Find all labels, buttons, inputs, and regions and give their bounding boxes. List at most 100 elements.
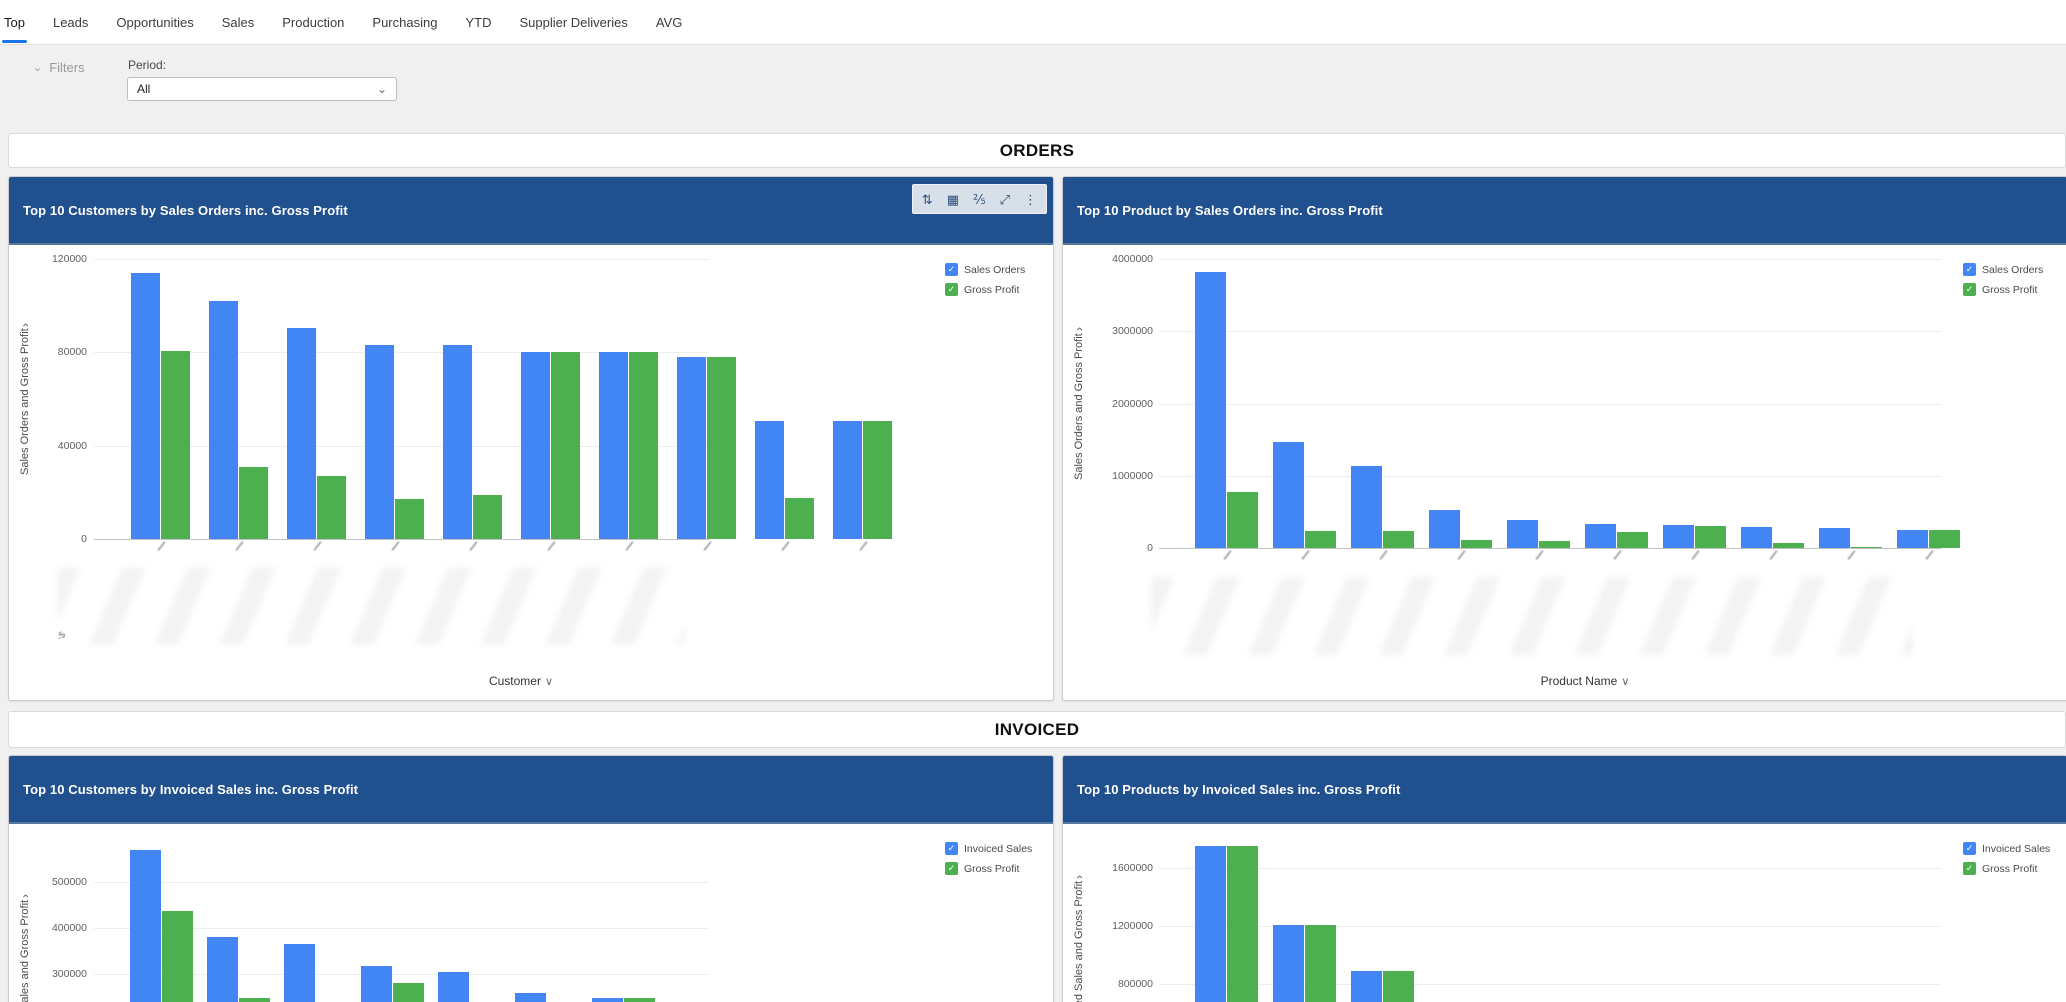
bar-sales-orders[interactable]: [1897, 529, 1928, 548]
legend-item-gross-profit[interactable]: ✓ Gross Profit: [945, 862, 1032, 875]
bar-sales-orders[interactable]: [1195, 271, 1226, 548]
bar-gross-profit[interactable]: [1383, 531, 1414, 548]
checkbox-checked-icon[interactable]: ✓: [945, 283, 958, 296]
checkbox-checked-icon[interactable]: ✓: [1963, 263, 1976, 276]
bar-gross-profit[interactable]: [629, 352, 658, 539]
checkbox-checked-icon[interactable]: ✓: [1963, 842, 1976, 855]
bar-gross-profit[interactable]: [162, 911, 193, 1002]
bar-invoiced-sales[interactable]: [438, 972, 469, 1002]
period-select[interactable]: All ⌄: [127, 77, 397, 101]
bar-gross-profit[interactable]: [239, 466, 268, 539]
bar-invoiced-sales[interactable]: [1351, 971, 1382, 1002]
bar-gross-profit[interactable]: [393, 983, 424, 1002]
checkbox-checked-icon[interactable]: ✓: [1963, 283, 1976, 296]
bar-gross-profit[interactable]: [1851, 546, 1882, 548]
legend-item-invoiced-sales[interactable]: ✓ Invoiced Sales: [945, 842, 1032, 855]
tab-leads[interactable]: Leads: [52, 14, 89, 30]
bar-invoiced-sales[interactable]: [592, 998, 623, 1002]
legend-item-gross-profit[interactable]: ✓ Gross Profit: [1963, 283, 2043, 296]
more-options-icon[interactable]: ⋮: [1024, 191, 1037, 207]
bar-gross-profit[interactable]: [1305, 531, 1336, 548]
tab-supplier-deliveries[interactable]: Supplier Deliveries: [519, 14, 628, 30]
bar-gross-profit[interactable]: [707, 357, 736, 539]
chevron-icon[interactable]: ›: [18, 322, 32, 327]
tab-production[interactable]: Production: [282, 14, 345, 30]
y-tick-label: 3000000: [1112, 325, 1153, 338]
bar-invoiced-sales[interactable]: [1195, 846, 1226, 1002]
bar-invoiced-sales[interactable]: [207, 937, 238, 1002]
bar-gross-profit[interactable]: [161, 351, 190, 539]
bar-gross-profit[interactable]: [239, 998, 270, 1002]
legend-item-sales-orders[interactable]: ✓ Sales Orders: [1963, 263, 2043, 276]
chart-type-icon[interactable]: ▦: [946, 191, 959, 207]
bar-invoiced-sales[interactable]: [361, 966, 392, 1002]
chevron-icon[interactable]: ›: [1072, 327, 1086, 332]
bar-gross-profit[interactable]: [551, 352, 580, 539]
bar-sales-orders[interactable]: [365, 345, 394, 539]
bar-sales-orders[interactable]: [833, 421, 862, 539]
bar-invoiced-sales[interactable]: [1273, 925, 1304, 1002]
bar-gross-profit[interactable]: [624, 998, 655, 1002]
gridline: [1159, 868, 1941, 869]
legend-item-gross-profit[interactable]: ✓ Gross Profit: [945, 283, 1025, 296]
bar-sales-orders[interactable]: [287, 327, 316, 539]
filters-toggle[interactable]: ⌄ Filters: [33, 60, 85, 75]
tab-ytd[interactable]: YTD: [465, 14, 492, 30]
legend-item-sales-orders[interactable]: ✓ Sales Orders: [945, 263, 1025, 276]
tab-top[interactable]: Top: [2, 0, 27, 44]
bar-invoiced-sales[interactable]: [284, 944, 315, 1002]
bar-gross-profit[interactable]: [785, 497, 814, 539]
bar-sales-orders[interactable]: [1663, 525, 1694, 548]
bar-sales-orders[interactable]: [599, 352, 628, 539]
bar-gross-profit[interactable]: [1383, 971, 1414, 1002]
bar-gross-profit[interactable]: [395, 498, 424, 539]
scale-icon[interactable]: ⅖: [972, 191, 986, 207]
bar-sales-orders[interactable]: [521, 352, 550, 539]
bar-gross-profit[interactable]: [1695, 526, 1726, 548]
legend-label: Sales Orders: [1982, 263, 2044, 276]
checkbox-checked-icon[interactable]: ✓: [945, 842, 958, 855]
chevron-icon[interactable]: ›: [1072, 874, 1086, 879]
bar-sales-orders[interactable]: [1741, 527, 1772, 548]
bar-gross-profit[interactable]: [1461, 539, 1492, 548]
bar-sales-orders[interactable]: [131, 273, 160, 539]
bar-sales-orders[interactable]: [677, 357, 706, 539]
x-axis-label[interactable]: Product Name ∨: [1195, 674, 1975, 688]
bar-sales-orders[interactable]: [1507, 519, 1538, 548]
bar-gross-profit[interactable]: [1305, 925, 1336, 1002]
bar-sales-orders[interactable]: [443, 345, 472, 539]
bar-gross-profit[interactable]: [1539, 540, 1570, 548]
bar-sales-orders[interactable]: [1429, 510, 1460, 548]
tab-purchasing[interactable]: Purchasing: [372, 14, 438, 30]
bar-sales-orders[interactable]: [1819, 527, 1850, 548]
sort-icon[interactable]: ⇅: [921, 191, 933, 207]
bar-sales-orders[interactable]: [1273, 441, 1304, 548]
bar-sales-orders[interactable]: [209, 301, 238, 539]
bar-sales-orders[interactable]: [1585, 524, 1616, 548]
tab-sales[interactable]: Sales: [221, 14, 255, 30]
bar-gross-profit[interactable]: [473, 495, 502, 539]
bar-gross-profit[interactable]: [1929, 529, 1960, 548]
bar-gross-profit[interactable]: [863, 421, 892, 539]
bar-gross-profit[interactable]: [1617, 531, 1648, 548]
checkbox-checked-icon[interactable]: ✓: [945, 862, 958, 875]
bar-gross-profit[interactable]: [1773, 542, 1804, 548]
bar-sales-orders[interactable]: [1351, 466, 1382, 548]
checkbox-checked-icon[interactable]: ✓: [1963, 862, 1976, 875]
tab-avg[interactable]: AVG: [655, 14, 683, 30]
y-axis-title: Sales Orders and Gross Profit ›: [1069, 259, 1089, 548]
bar-invoiced-sales[interactable]: [130, 849, 161, 1002]
checkbox-checked-icon[interactable]: ✓: [945, 263, 958, 276]
bar-gross-profit[interactable]: [317, 476, 346, 539]
chevron-icon[interactable]: ›: [18, 893, 32, 898]
legend-item-gross-profit[interactable]: ✓ Gross Profit: [1963, 862, 2050, 875]
x-axis-label[interactable]: Customer ∨: [131, 674, 911, 688]
legend-item-invoiced-sales[interactable]: ✓ Invoiced Sales: [1963, 842, 2050, 855]
bar-invoiced-sales[interactable]: [515, 993, 546, 1002]
bar-gross-profit[interactable]: [1227, 846, 1258, 1002]
x-tick-label-illegible: [1847, 550, 1856, 560]
tab-opportunities[interactable]: Opportunities: [116, 14, 194, 30]
bar-gross-profit[interactable]: [1227, 492, 1258, 548]
expand-icon[interactable]: ⤢: [999, 191, 1010, 207]
bar-sales-orders[interactable]: [755, 421, 784, 539]
